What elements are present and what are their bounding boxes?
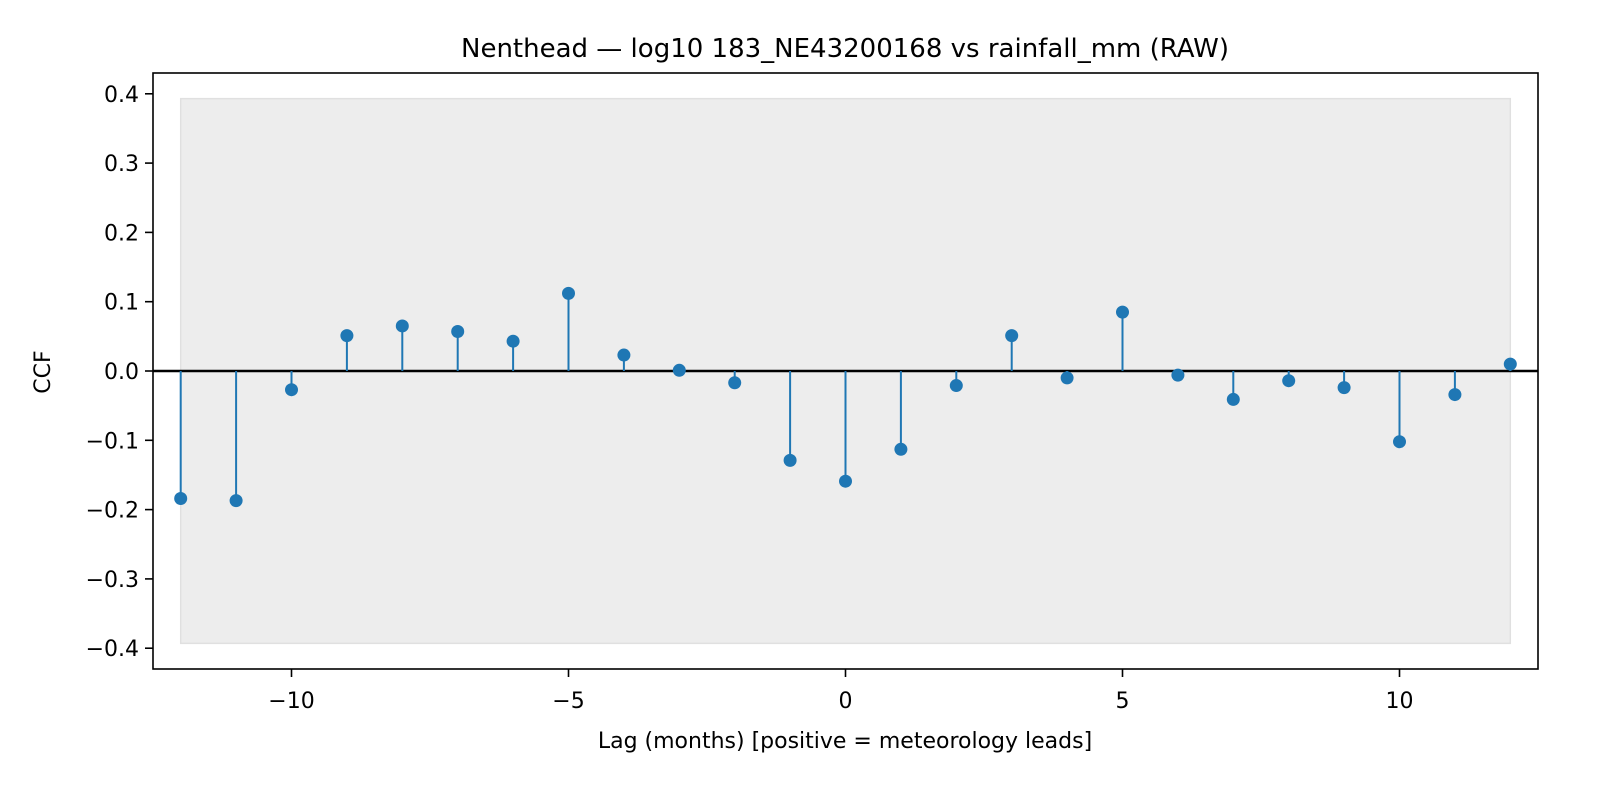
stem-marker	[1171, 368, 1185, 382]
y-tick-label: 0.4	[104, 83, 139, 108]
stem-marker	[1060, 371, 1074, 385]
stem-marker	[340, 329, 354, 343]
stem-marker	[1337, 381, 1351, 395]
stem-marker	[1503, 357, 1517, 371]
x-tick-label: 10	[1386, 689, 1414, 714]
stem-marker	[1282, 374, 1296, 388]
stem-marker	[451, 324, 465, 338]
y-tick-label: −0.2	[86, 499, 139, 524]
y-tick-label: 0.3	[104, 152, 139, 177]
x-tick-label: −10	[268, 689, 314, 714]
stem-layer	[174, 286, 1517, 508]
stem-marker	[506, 334, 520, 348]
stem-marker	[1005, 329, 1019, 343]
stem-marker	[285, 383, 298, 397]
stem-marker	[783, 453, 797, 467]
y-tick-label: 0.1	[104, 291, 139, 316]
x-tick-label: 0	[839, 689, 853, 714]
y-tick-label: 0.2	[104, 221, 139, 246]
y-tick-label: −0.3	[86, 568, 139, 593]
stem-marker	[672, 363, 686, 377]
y-axis-ticks: 0.4 0.3 0.2 0.1 0.0 −0.1 −0.2 −0.3 −0.4	[86, 83, 153, 662]
stem-marker	[728, 376, 742, 390]
y-tick-label: −0.1	[86, 429, 139, 454]
y-tick-label: 0.0	[104, 360, 139, 385]
stem-marker	[617, 348, 631, 362]
stem-marker	[894, 442, 908, 456]
stem-marker	[174, 492, 188, 506]
stem-marker	[1116, 305, 1129, 319]
stem-marker	[395, 319, 409, 333]
stem-marker	[229, 494, 243, 508]
y-axis-label: CCF	[31, 350, 56, 393]
x-tick-label: 5	[1116, 689, 1130, 714]
stem-marker	[562, 286, 575, 300]
stem-marker	[1393, 435, 1406, 449]
chart-title: Nenthead — log10 183_NE43200168 vs rainf…	[461, 34, 1229, 64]
y-tick-label: −0.4	[86, 637, 139, 662]
stem-marker	[839, 474, 852, 488]
stem-marker	[949, 379, 963, 393]
x-axis-label: Lag (months) [positive = meteorology lea…	[598, 729, 1092, 754]
stem-marker	[1448, 388, 1462, 402]
x-tick-label: −5	[552, 689, 584, 714]
x-axis-ticks: −10 −5 0 5 10	[268, 669, 1414, 714]
stem-marker	[1226, 392, 1240, 406]
